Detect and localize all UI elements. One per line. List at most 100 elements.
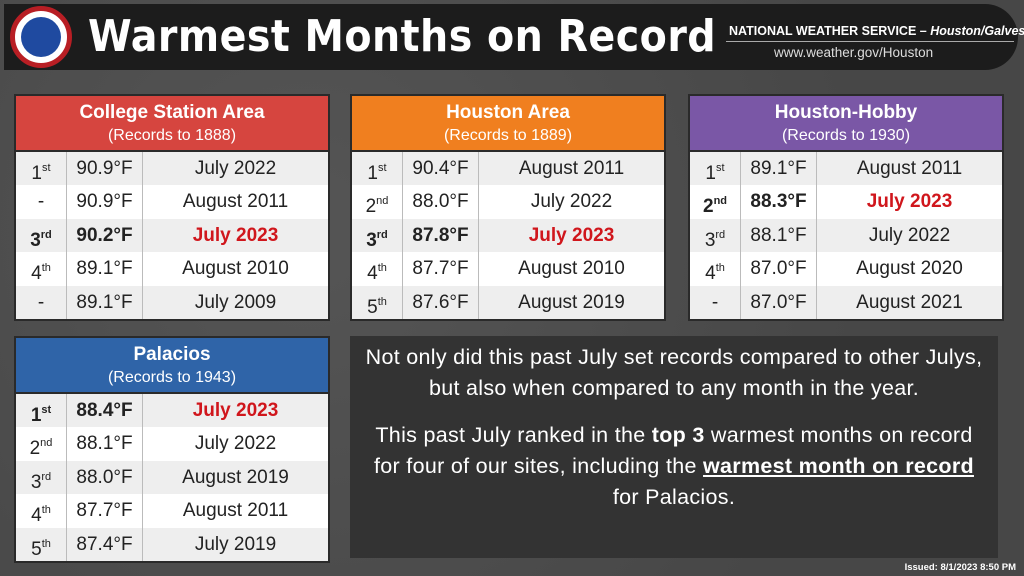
temperature-cell: 87.7°F — [67, 494, 143, 528]
rank-number: 4 — [31, 505, 42, 527]
temperature-cell: 87.0°F — [741, 252, 817, 286]
rank-number: - — [37, 191, 45, 213]
month-cell: July 2022 — [194, 433, 277, 455]
rank-number: 1 — [367, 163, 378, 184]
summary-emphasis: top 3 — [651, 423, 705, 447]
table-body: 1st 90.9°F July 2022-90.9°F August 2011 3rd 9… — [16, 152, 328, 319]
rank-suffix: rd — [715, 228, 726, 241]
temperature-cell: 88.4°F — [67, 394, 143, 428]
table-college-station: College Station Area (Records to 1888) 1… — [14, 94, 330, 321]
page-title: Warmest Months on Record — [88, 11, 717, 62]
table-subtitle: (Records to 1930) — [781, 127, 911, 144]
rank-suffix: th — [715, 262, 725, 275]
rank-suffix: st — [42, 162, 51, 174]
month-cell: August 2011 — [182, 500, 289, 522]
rank-suffix: th — [41, 537, 51, 550]
rank-number: 1 — [30, 405, 42, 426]
rank-cell: 3rd — [690, 218, 741, 253]
rank-number: 4 — [367, 263, 378, 285]
table-title: Houston-Hobby — [774, 102, 918, 123]
temperature-cell: 90.2°F — [67, 218, 143, 253]
month-cell: July 2023 — [528, 224, 615, 246]
temperature-cell: 90.9°F — [67, 152, 143, 186]
rank-cell: 4th — [690, 252, 741, 286]
table-header: Houston Area (Records to 1889) — [352, 96, 664, 152]
month-cell: August 2010 — [182, 258, 289, 280]
table-row: 2nd 88.0°F July 2022 — [352, 185, 664, 219]
table-row: 3rd 88.0°F August 2019 — [16, 460, 328, 495]
month-cell: August 2021 — [856, 291, 963, 313]
rank-suffix: rd — [41, 470, 52, 483]
table-title: College Station Area — [79, 102, 265, 123]
table-row: -87.0°F August 2021 — [690, 285, 1002, 319]
rank-cell: 4th — [16, 252, 67, 286]
rank-suffix: st — [41, 404, 52, 416]
table-title: Palacios — [133, 344, 211, 365]
issued-timestamp: Issued: 8/1/2023 8:50 PM — [904, 562, 1016, 573]
rank-number: 2 — [702, 196, 714, 218]
month-cell: July 2019 — [194, 533, 277, 555]
summary-para-1: Not only did this past July set records … — [365, 345, 983, 400]
rank-cell: 5th — [16, 527, 67, 561]
rank-cell: 3rd — [16, 218, 67, 253]
month-cell: July 2023 — [192, 400, 279, 421]
summary-note: Not only did this past July set records … — [350, 336, 998, 558]
month-cell: July 2009 — [194, 291, 277, 313]
temperature-cell: 87.4°F — [67, 527, 143, 561]
summary-para-2: This past July ranked in the top 3 warme… — [364, 420, 984, 513]
month-cell: August 2010 — [518, 258, 625, 280]
temperature-cell: 87.8°F — [403, 218, 479, 253]
summary-text: warmest months on record for four of our… — [374, 423, 973, 478]
rank-suffix: st — [716, 162, 725, 174]
table-subtitle: (Records to 1943) — [107, 369, 237, 386]
rank-number: 3 — [704, 229, 716, 251]
table-row: 2nd 88.1°F July 2022 — [16, 427, 328, 461]
table-row: 3rd 88.1°F July 2022 — [690, 218, 1002, 253]
rank-cell: 2nd — [16, 427, 67, 461]
table-row: 3rd 90.2°F July 2023 — [16, 218, 328, 253]
table-row: -90.9°F August 2011 — [16, 185, 328, 219]
month-cell: August 2020 — [856, 258, 963, 280]
rank-number: - — [711, 291, 719, 313]
rank-cell: 1st — [16, 394, 67, 428]
rank-suffix: nd — [40, 437, 53, 450]
rank-suffix: nd — [376, 195, 389, 208]
table-subtitle: (Records to 1889) — [443, 127, 573, 144]
rank-number: - — [37, 291, 45, 313]
table-row: -89.1°F July 2009 — [16, 285, 328, 319]
temperature-cell: 87.7°F — [403, 252, 479, 286]
table-row: 1st 90.9°F July 2022 — [16, 152, 328, 186]
temperature-cell: 89.1°F — [741, 152, 817, 186]
nws-logo — [10, 6, 72, 68]
month-cell: July 2022 — [868, 224, 951, 246]
rank-number: 5 — [367, 296, 378, 318]
rank-cell: 1st — [352, 152, 403, 186]
table-title: Houston Area — [446, 102, 570, 123]
table-row: 4th 87.7°F August 2011 — [16, 494, 328, 528]
temperature-cell: 87.6°F — [403, 285, 479, 319]
month-cell: July 2023 — [192, 224, 279, 246]
summary-text: for Palacios. — [612, 485, 736, 509]
table-row: 3rd 87.8°F July 2023 — [352, 218, 664, 253]
temperature-cell: 88.0°F — [67, 460, 143, 495]
rank-cell: 1st — [690, 152, 741, 186]
rank-number: 1 — [705, 163, 716, 184]
table-row: 5th 87.6°F August 2019 — [352, 285, 664, 319]
rank-suffix: th — [41, 504, 51, 517]
rank-cell: 1st — [16, 152, 67, 186]
table-houston-hobby: Houston-Hobby (Records to 1930) 1st 89.1°… — [688, 94, 1004, 321]
rank-cell: 3rd — [352, 218, 403, 253]
temperature-cell: 90.9°F — [67, 185, 143, 219]
rank-suffix: nd — [713, 195, 728, 208]
table-header: College Station Area (Records to 1888) — [16, 96, 328, 152]
rank-number: 4 — [31, 263, 42, 285]
summary-text: This past July ranked in the — [375, 423, 652, 447]
rank-suffix: th — [41, 262, 51, 275]
temperature-cell: 88.0°F — [403, 185, 479, 219]
summary-emphasis-underlined: warmest month on record — [703, 454, 974, 478]
temperature-cell: 87.0°F — [741, 285, 817, 319]
temperature-cell: 88.3°F — [741, 185, 817, 219]
table-row: 4th 89.1°F August 2010 — [16, 252, 328, 286]
table-row: 1st 89.1°F August 2011 — [690, 152, 1002, 186]
header-bar: Warmest Months on Record NATIONAL WEATHE… — [4, 4, 1024, 70]
